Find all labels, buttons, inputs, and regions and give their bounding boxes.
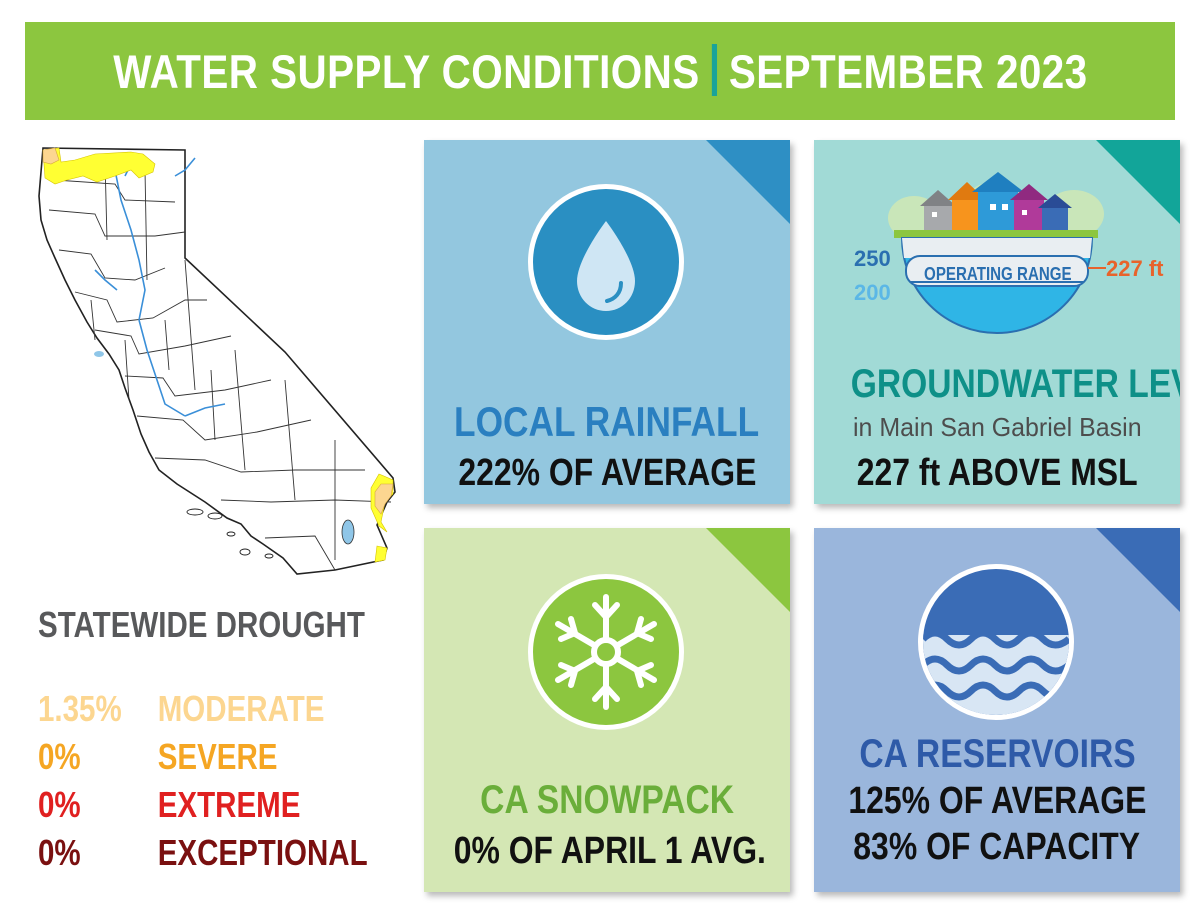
water-drop-icon (528, 184, 684, 340)
drought-area-south (374, 545, 388, 563)
drought-pct-exceptional: 0% (38, 832, 81, 873)
california-drought-map (38, 147, 396, 575)
snowpack-title: CA SNOWPACK (480, 778, 734, 822)
banner-title: WATER SUPPLY CONDITIONS (112, 44, 700, 98)
reservoirs-value-average: 125% OF AVERAGE (847, 780, 1146, 822)
drought-row-severe: 0% SEVERE (38, 736, 277, 778)
drought-area-moderate-east (374, 483, 394, 515)
salton-sea (341, 519, 355, 545)
drought-title: STATEWIDE DROUGHT (38, 604, 365, 645)
drought-label-exceptional: EXCEPTIONAL (157, 832, 368, 873)
groundwater-basin-icon (888, 172, 1106, 334)
drought-label-severe: SEVERE (157, 736, 278, 777)
groundwater-subtitle: in Main San Gabriel Basin (852, 412, 1142, 442)
drought-row-exceptional: 0% EXCEPTIONAL (38, 832, 368, 874)
bay-water (94, 351, 104, 357)
card-groundwater-level: OPERATING RANGE 250 200 227 ft GROUNDWAT… (814, 140, 1180, 504)
range-high-label: 250 (854, 246, 891, 271)
drought-row-moderate: 1.35% MODERATE (38, 688, 324, 730)
range-low-label: 200 (854, 280, 891, 305)
snowpack-value: 0% OF APRIL 1 AVG. (453, 830, 766, 872)
operating-range-label: OPERATING RANGE (924, 264, 1072, 284)
drought-pct-moderate: 1.35% (38, 688, 122, 729)
card-corner-accent (1096, 140, 1180, 224)
houses-icon (920, 172, 1072, 232)
card-corner-accent (706, 140, 790, 224)
drought-label-extreme: EXTREME (157, 784, 301, 825)
rainfall-value: 222% OF AVERAGE (457, 452, 756, 494)
card-corner-accent (706, 528, 790, 612)
drought-label-moderate: MODERATE (157, 688, 325, 729)
channel-islands (186, 508, 274, 559)
card-corner-accent (1096, 528, 1180, 612)
current-level-label: 227 ft (1106, 256, 1164, 281)
drought-pct-extreme: 0% (38, 784, 81, 825)
drought-row-extreme: 0% EXTREME (38, 784, 300, 826)
california-outline (38, 147, 396, 575)
drought-area-moderate-north (42, 147, 60, 165)
groundwater-value: 227 ft ABOVE MSL (856, 452, 1138, 494)
snowflake-icon (528, 574, 684, 730)
groundwater-title: GROUNDWATER LEVEL (850, 362, 1180, 406)
drought-area-north (42, 147, 156, 185)
waves-icon (918, 564, 1074, 720)
banner-date: SEPTEMBER 2023 (728, 44, 1088, 98)
rainfall-title: LOCAL RAINFALL (454, 398, 760, 445)
card-local-rainfall: LOCAL RAINFALL 222% OF AVERAGE (424, 140, 790, 504)
card-ca-snowpack: CA SNOWPACK 0% OF APRIL 1 AVG. (424, 528, 790, 892)
title-banner: WATER SUPPLY CONDITIONS SEPTEMBER 2023 (25, 22, 1175, 120)
drought-pct-severe: 0% (38, 736, 81, 777)
reservoirs-value-capacity: 83% OF CAPACITY (853, 826, 1141, 868)
card-ca-reservoirs: CA RESERVOIRS 125% OF AVERAGE 83% OF CAP… (814, 528, 1180, 892)
banner-divider (711, 43, 717, 96)
reservoirs-title: CA RESERVOIRS (858, 732, 1136, 776)
